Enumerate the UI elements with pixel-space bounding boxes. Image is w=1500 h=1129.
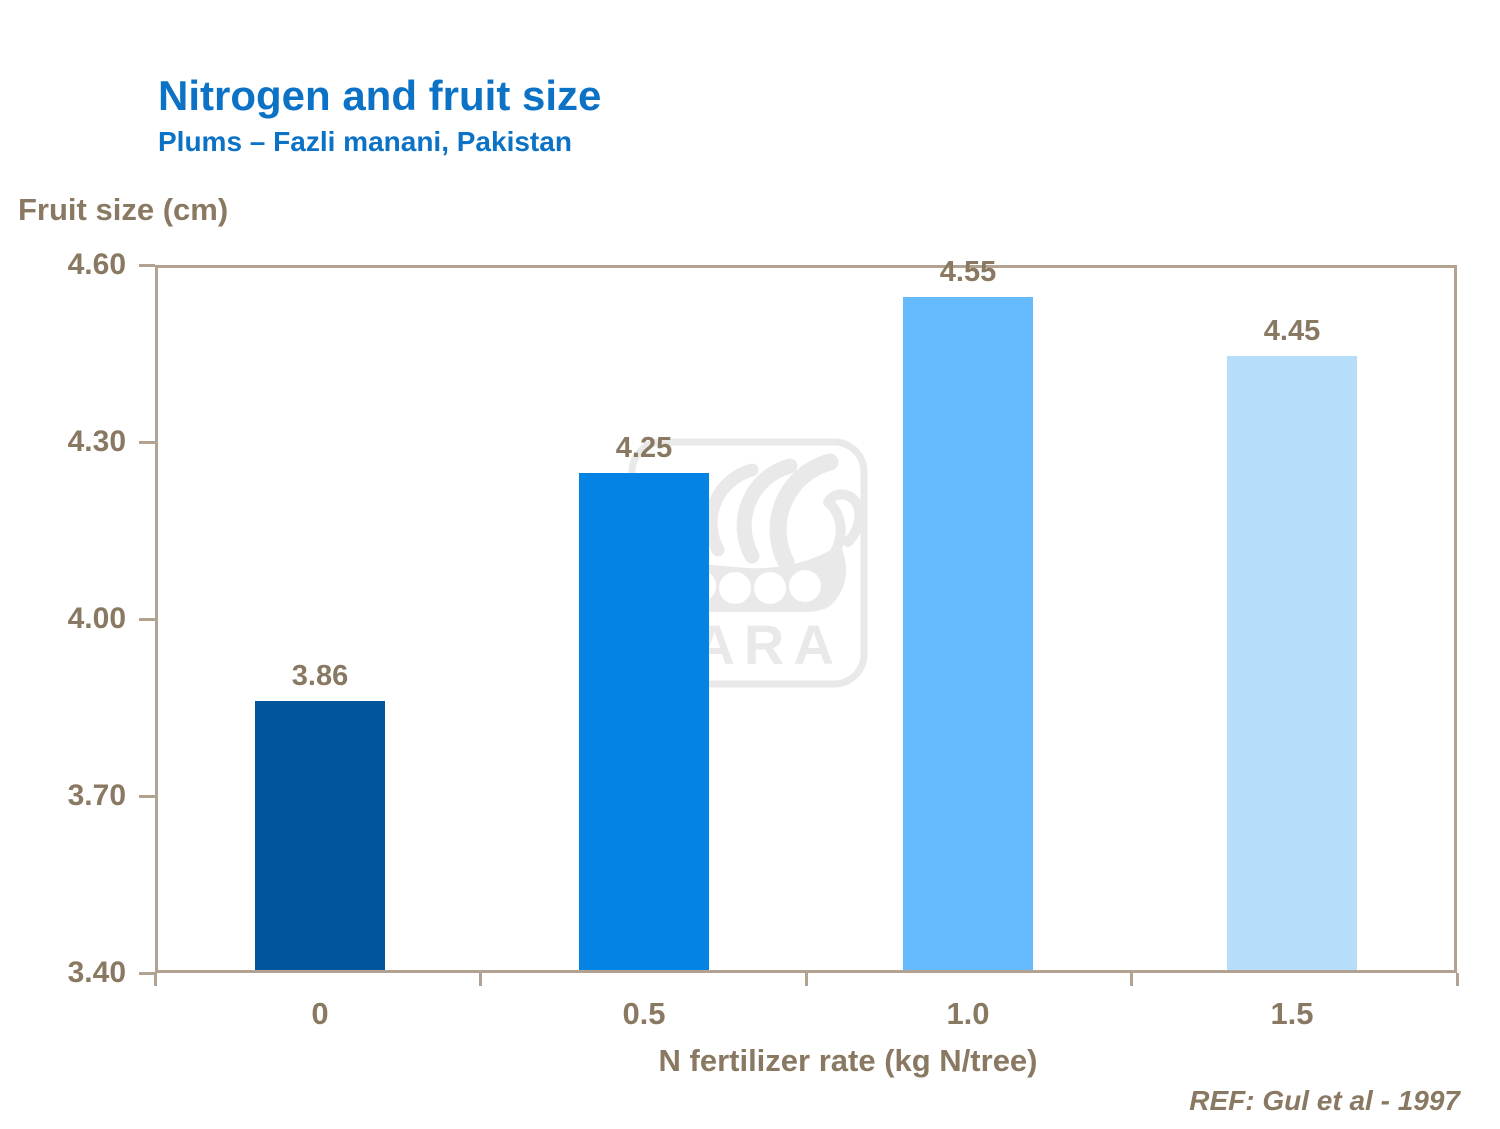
x-tick-mark bbox=[804, 973, 808, 986]
y-tick-label: 4.60 bbox=[67, 248, 126, 281]
y-tick-mark bbox=[139, 617, 155, 621]
bar-value-label: 4.25 bbox=[615, 431, 673, 464]
bar-value-label: 4.45 bbox=[1263, 314, 1321, 347]
x-axis-title: N fertilizer rate (kg N/tree) bbox=[658, 1043, 1038, 1078]
x-tick-mark bbox=[479, 973, 482, 986]
bar-value-label: 3.86 bbox=[291, 659, 349, 692]
x-tick-mark bbox=[153, 973, 157, 986]
y-tick-label: 4.30 bbox=[67, 425, 126, 458]
category-cell: 3.86 0 bbox=[158, 268, 482, 1031]
x-tick-mark bbox=[1455, 973, 1459, 986]
y-tick-label: 3.40 bbox=[67, 956, 126, 989]
y-tick-mark bbox=[139, 971, 155, 975]
y-tick-mark bbox=[139, 440, 155, 444]
y-tick-mark bbox=[139, 263, 155, 267]
category-cell: 4.55 1.0 bbox=[806, 256, 1130, 1031]
y-axis-title: Fruit size (cm) bbox=[18, 192, 229, 227]
x-tick-label: 1.0 bbox=[946, 996, 990, 1031]
bar bbox=[903, 297, 1033, 970]
category-cell: 4.45 1.5 bbox=[1130, 268, 1454, 1031]
bar bbox=[255, 700, 385, 970]
bar bbox=[579, 472, 709, 970]
chart-subtitle: Plums – Fazli manani, Pakistan bbox=[158, 126, 572, 157]
y-tick-mark bbox=[139, 794, 155, 798]
x-tick-label: 0.5 bbox=[622, 996, 666, 1031]
chart-title: Nitrogen and fruit size bbox=[158, 72, 602, 119]
reference-text: REF: Gul et al - 1997 bbox=[1189, 1085, 1460, 1116]
viking-sail-strokes-icon bbox=[704, 453, 839, 571]
bar bbox=[1227, 355, 1357, 970]
plot-area: YARA 3.86 0 4.25 0.5 4.55 1.0 4.45 1.5 bbox=[155, 256, 1457, 1031]
x-tick-mark bbox=[1130, 973, 1133, 986]
category-cell: 4.25 0.5 bbox=[482, 268, 806, 1031]
y-tick-label: 3.70 bbox=[67, 779, 126, 812]
bar-value-label: 4.55 bbox=[939, 256, 997, 289]
x-tick-label: 1.5 bbox=[1270, 996, 1314, 1031]
x-tick-label: 0 bbox=[311, 996, 329, 1031]
y-tick-label: 4.00 bbox=[67, 602, 126, 635]
